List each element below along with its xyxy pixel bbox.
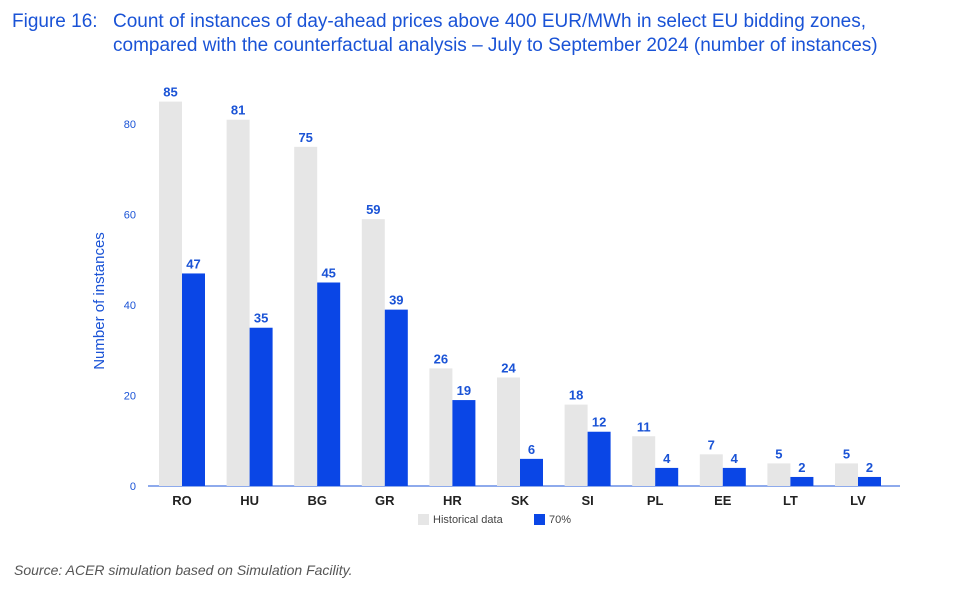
x-tick-label: EE: [714, 493, 732, 508]
y-axis-label: Number of instances: [91, 232, 108, 370]
legend-label-70pct: 70%: [549, 514, 571, 526]
bar-historical: [699, 454, 723, 486]
data-label-historical: 24: [501, 360, 516, 375]
bar-70pct: [722, 467, 746, 486]
data-label-70pct: 4: [731, 451, 739, 466]
bar-historical: [226, 119, 250, 486]
title-line-1: Count of instances of day-ahead prices a…: [113, 11, 867, 32]
x-tick-label: SK: [511, 493, 530, 508]
x-tick-label: PL: [647, 493, 664, 508]
data-label-70pct: 2: [798, 460, 805, 475]
x-tick-label: HU: [240, 493, 259, 508]
data-label-70pct: 39: [389, 293, 403, 308]
data-label-70pct: 47: [186, 256, 200, 271]
data-label-historical: 85: [163, 85, 177, 100]
bar-historical: [159, 101, 182, 486]
bar-70pct: [520, 458, 543, 486]
data-label-historical: 18: [569, 388, 583, 403]
x-tick-label: BG: [307, 493, 327, 508]
data-label-70pct: 35: [254, 311, 268, 326]
bar-70pct: [587, 431, 611, 486]
bar-70pct: [182, 273, 205, 486]
legend-swatch-historical: [418, 514, 429, 525]
figure-label: Figure 16:: [12, 11, 98, 32]
data-label-70pct: 19: [457, 383, 471, 398]
x-tick-label: LT: [783, 493, 798, 508]
y-tick-label: 80: [124, 119, 136, 131]
data-label-historical: 5: [775, 446, 782, 461]
x-tick-label: HR: [443, 493, 462, 508]
legend-swatch-70pct: [534, 514, 545, 525]
bar-historical: [294, 146, 318, 487]
bar-70pct: [317, 282, 341, 486]
y-tick-label: 0: [130, 481, 136, 493]
bar-historical: [564, 404, 588, 486]
x-tick-label: LV: [850, 493, 866, 508]
bar-historical: [497, 377, 520, 486]
x-tick-label: SI: [581, 493, 593, 508]
data-label-historical: 26: [434, 351, 448, 366]
bar-historical: [361, 219, 385, 486]
bar-historical: [632, 436, 656, 486]
data-label-historical: 59: [366, 202, 380, 217]
data-label-70pct: 12: [592, 415, 606, 430]
source-note: Source: ACER simulation based on Simulat…: [14, 562, 353, 578]
x-tick-label: GR: [375, 493, 395, 508]
bar-70pct: [655, 467, 679, 486]
x-tick-label: RO: [172, 493, 192, 508]
chart-title: Figure 16: Count of instances of day-ahe…: [12, 10, 962, 58]
y-tick-label: 60: [124, 210, 136, 222]
data-label-70pct: 4: [663, 451, 671, 466]
data-label-70pct: 6: [528, 442, 535, 457]
legend-label-historical: Historical data: [433, 514, 504, 526]
y-tick-label: 20: [124, 391, 136, 403]
data-label-historical: 75: [298, 130, 312, 145]
bar-historical: [429, 368, 453, 486]
title-line-2: compared with the counterfactual analysi…: [113, 35, 878, 56]
bar-70pct: [790, 476, 814, 486]
data-label-70pct: 2: [866, 460, 873, 475]
bar-historical: [767, 463, 791, 486]
data-label-historical: 7: [708, 437, 715, 452]
bar-70pct: [249, 327, 273, 486]
bar-70pct: [858, 476, 881, 486]
y-tick-label: 40: [124, 300, 136, 312]
data-label-70pct: 45: [321, 266, 335, 281]
data-label-historical: 11: [637, 419, 651, 434]
data-label-historical: 81: [231, 103, 245, 118]
bar-70pct: [452, 400, 476, 486]
data-label-historical: 5: [843, 446, 850, 461]
bar-70pct: [384, 309, 408, 486]
bar-historical: [835, 463, 858, 486]
